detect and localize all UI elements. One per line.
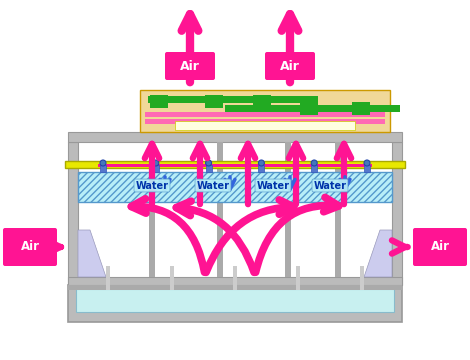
Bar — [98, 164, 372, 167]
Bar — [78, 172, 392, 202]
Text: Air: Air — [180, 59, 200, 72]
Bar — [68, 285, 402, 290]
Bar — [153, 165, 159, 172]
Text: Air: Air — [431, 240, 449, 253]
Circle shape — [100, 160, 106, 166]
Bar — [364, 165, 370, 172]
Bar — [352, 102, 370, 115]
Circle shape — [364, 160, 370, 166]
Bar — [76, 289, 394, 312]
Bar — [106, 266, 110, 290]
Bar — [300, 102, 318, 115]
Bar — [150, 95, 168, 108]
Bar — [175, 121, 355, 130]
Bar — [258, 165, 265, 172]
Bar — [78, 172, 392, 202]
Text: Air: Air — [280, 59, 300, 72]
Bar — [68, 277, 402, 285]
Bar — [68, 142, 78, 285]
Text: Water: Water — [257, 180, 290, 190]
Bar — [297, 266, 300, 290]
FancyBboxPatch shape — [165, 52, 215, 80]
Bar — [149, 142, 155, 277]
Bar — [233, 266, 237, 290]
FancyBboxPatch shape — [265, 52, 315, 80]
Bar — [205, 165, 212, 172]
Circle shape — [258, 160, 265, 166]
Bar — [360, 266, 364, 290]
Bar — [205, 95, 223, 108]
FancyBboxPatch shape — [413, 228, 467, 266]
Bar — [68, 285, 402, 322]
Bar — [253, 95, 271, 108]
Bar — [145, 112, 385, 117]
Circle shape — [311, 160, 317, 166]
Bar — [311, 165, 317, 172]
Circle shape — [153, 160, 159, 166]
Bar — [170, 266, 173, 290]
Bar — [100, 165, 106, 172]
Bar — [148, 96, 318, 103]
Bar — [392, 142, 402, 285]
Bar — [225, 105, 400, 112]
Bar — [335, 142, 341, 277]
Polygon shape — [78, 230, 106, 277]
Text: Water: Water — [313, 180, 346, 190]
Bar — [65, 161, 405, 168]
Text: Water: Water — [196, 180, 229, 190]
Bar — [140, 90, 390, 132]
Bar — [145, 119, 385, 124]
Text: Water: Water — [135, 180, 169, 190]
Bar — [217, 142, 223, 277]
Bar — [285, 142, 291, 277]
Bar — [68, 132, 402, 142]
FancyBboxPatch shape — [3, 228, 57, 266]
Text: Air: Air — [21, 240, 39, 253]
Circle shape — [205, 160, 212, 166]
Polygon shape — [364, 230, 392, 277]
